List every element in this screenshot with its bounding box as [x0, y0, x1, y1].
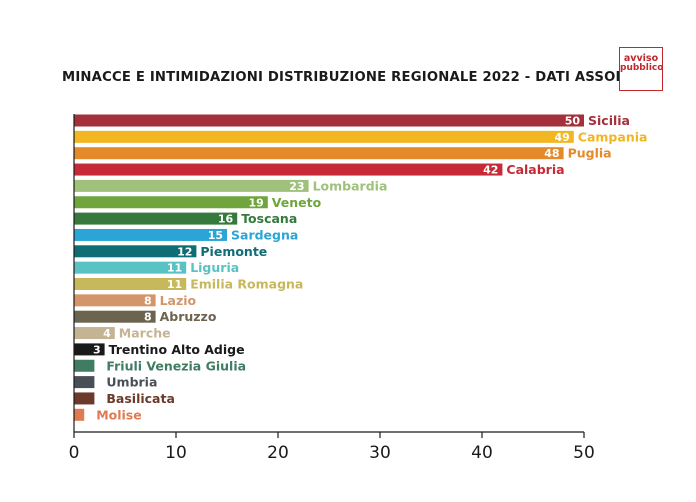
value-label-puglia: 48 [544, 147, 559, 160]
bar-sardegna [74, 228, 227, 241]
category-label-umbria: Umbria [106, 375, 157, 390]
bar-veneto [74, 196, 268, 209]
bar-friuli-venezia-giulia [74, 359, 95, 372]
category-label-friuli-venezia-giulia: Friuli Venezia Giulia [106, 358, 246, 373]
bar-calabria [74, 163, 503, 176]
category-label-trentino-alto-adige: Trentino Alto Adige [109, 342, 245, 357]
bar-piemonte [74, 245, 197, 258]
value-label-umbria: 2 [95, 376, 103, 389]
bar-emilia-romagna [74, 278, 187, 290]
category-label-abruzzo: Abruzzo [160, 309, 217, 324]
bar-sicilia [74, 114, 584, 127]
category-label-emilia-romagna: Emilia Romagna [190, 277, 303, 292]
category-label-campania: Campania [578, 129, 648, 144]
value-label-basilicata: 2 [95, 392, 103, 405]
bar-lombardia [74, 179, 309, 192]
value-label-veneto: 19 [248, 196, 263, 209]
category-label-piemonte: Piemonte [200, 244, 267, 259]
category-label-basilicata: Basilicata [106, 391, 175, 406]
x-tick-label-40: 40 [471, 443, 493, 463]
category-label-lazio: Lazio [160, 293, 197, 308]
avviso-pubblico-logo: avviso pubblico [619, 47, 663, 91]
value-label-trentino-alto-adige: 3 [93, 343, 101, 356]
logo-line-1: avviso [623, 53, 659, 64]
bar-lazio [74, 294, 156, 307]
bar-umbria [74, 376, 95, 389]
bar-trentino-alto-adige [74, 343, 105, 356]
value-label-lazio: 8 [144, 294, 152, 307]
bar-marche [74, 327, 115, 340]
value-label-emilia-romagna: 11 [167, 278, 182, 291]
value-label-molise: 1 [85, 409, 93, 422]
value-label-lombardia: 23 [289, 180, 304, 193]
value-label-abruzzo: 8 [144, 311, 152, 324]
x-tick-label-50: 50 [573, 443, 595, 463]
bar-liguria [74, 261, 187, 274]
category-label-molise: Molise [96, 407, 142, 422]
bar-molise [74, 408, 85, 421]
value-label-friuli-venezia-giulia: 2 [95, 360, 103, 373]
x-tick-label-0: 0 [69, 443, 80, 463]
category-label-liguria: Liguria [190, 260, 239, 275]
x-tick-label-10: 10 [165, 443, 187, 463]
value-label-marche: 4 [103, 327, 111, 340]
category-label-sicilia: Sicilia [588, 113, 630, 128]
category-label-toscana: Toscana [241, 211, 297, 226]
category-label-marche: Marche [119, 326, 171, 341]
bar-abruzzo [74, 310, 156, 323]
value-label-calabria: 42 [483, 164, 498, 177]
chart-title: MINACCE E INTIMIDAZIONI DISTRIBUZIONE RE… [62, 70, 649, 85]
value-label-sicilia: 50 [565, 115, 581, 128]
category-label-lombardia: Lombardia [313, 178, 388, 193]
x-tick-label-30: 30 [369, 443, 391, 463]
bar-puglia [74, 147, 564, 160]
bar-toscana [74, 212, 238, 225]
bar-campania [74, 130, 574, 143]
category-label-sardegna: Sardegna [231, 227, 298, 242]
category-label-calabria: Calabria [506, 162, 564, 177]
bar-basilicata [74, 392, 95, 405]
value-label-piemonte: 12 [177, 245, 192, 258]
value-label-campania: 49 [554, 131, 569, 144]
x-axis: 0 10 20 30 40 50 [69, 114, 595, 463]
value-label-sardegna: 15 [208, 229, 223, 242]
x-tick-label-20: 20 [267, 443, 289, 463]
category-label-puglia: Puglia [568, 146, 612, 161]
value-label-liguria: 11 [167, 262, 182, 275]
value-label-toscana: 16 [218, 213, 234, 226]
logo-line-2: pubblico [620, 63, 664, 73]
category-label-veneto: Veneto [272, 195, 322, 210]
